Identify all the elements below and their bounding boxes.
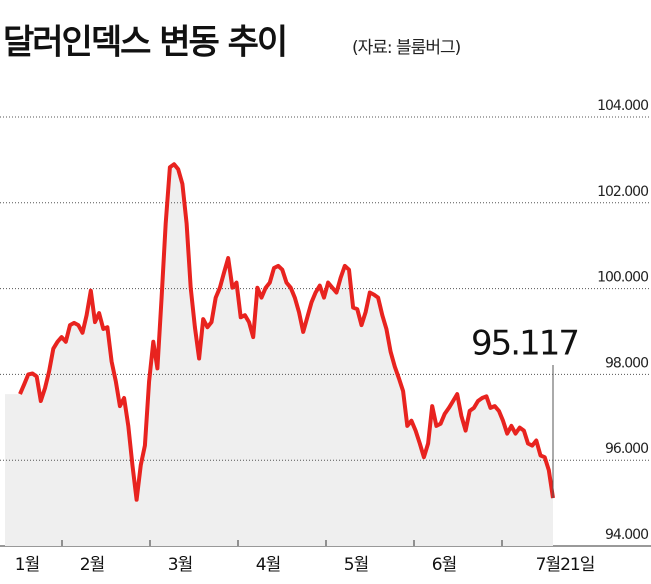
chart-subtitle: (자료: 블룸버그) — [352, 38, 461, 58]
x-tick-label: 3월 — [168, 555, 192, 575]
y-tick-label: 96.000 — [605, 441, 648, 457]
chart-title: 달러인덱스 변동 추이 — [3, 23, 286, 63]
x-tick-label: 1월 — [15, 555, 39, 575]
x-tick-label: 6월 — [432, 555, 456, 575]
x-tick-label: 5월 — [344, 555, 368, 575]
y-tick-label: 104.000 — [597, 98, 648, 114]
area — [5, 164, 553, 546]
y-tick-label: 102.000 — [597, 184, 648, 200]
x-tick-label: 7월21일 — [536, 555, 595, 575]
x-tick-label: 2월 — [80, 555, 104, 575]
y-tick-label: 98.000 — [605, 355, 648, 371]
y-tick-label: 100.000 — [597, 270, 648, 286]
value-label: 95.117 — [471, 324, 578, 364]
x-tick-label: 4월 — [256, 555, 280, 575]
line — [18, 162, 555, 502]
y-tick-label: 94.000 — [605, 527, 648, 543]
